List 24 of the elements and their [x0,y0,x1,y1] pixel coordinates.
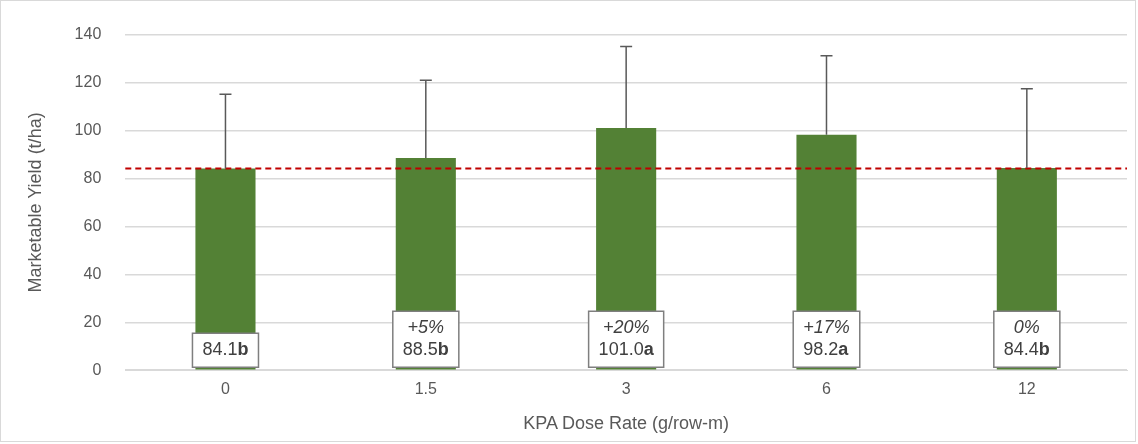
data-label: 84.4b [1003,339,1050,360]
annotation: +17% [803,317,850,338]
y-tick-label: 100 [74,120,102,138]
y-tick-label: 40 [83,264,102,282]
y-tick-label: 0 [92,360,102,378]
data-label: 84.1b [202,339,249,360]
y-tick-label: 80 [83,168,102,186]
y-tick-label: 60 [83,216,102,234]
y-tick-label: 140 [74,25,102,43]
x-tick-label: 6 [822,380,832,398]
annotation: +20% [602,317,650,338]
x-tick-label: 1.5 [414,380,438,398]
x-tick-label: 12 [1017,380,1036,398]
y-axis-title: Marketable Yield (t/ha) [24,112,45,293]
data-label: 101.0a [598,339,655,360]
y-tick-label: 120 [74,72,102,90]
annotation: +5% [407,317,445,338]
data-label: 98.2a [803,339,850,360]
x-tick-label: 0 [221,380,231,398]
x-axis-title: KPA Dose Rate (g/row-m) [523,413,730,434]
data-label: 88.5b [402,339,449,360]
x-tick-label: 3 [621,380,631,398]
annotation: 0% [1013,317,1040,338]
y-tick-label: 20 [83,312,102,330]
